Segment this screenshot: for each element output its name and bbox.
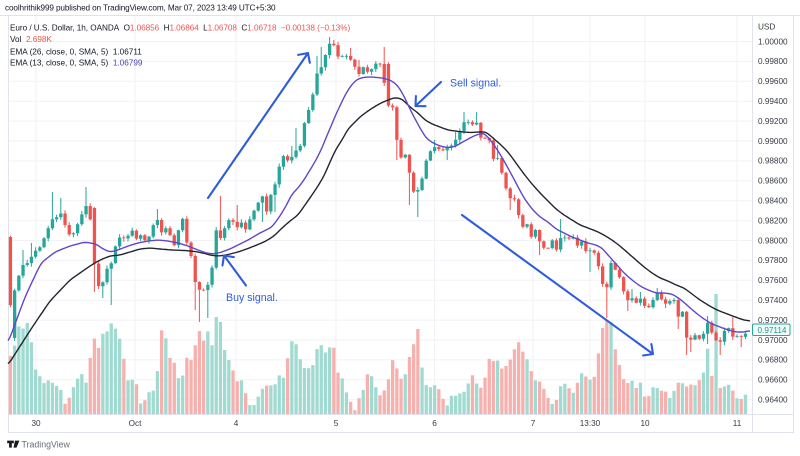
svg-text:Vol 2.698K: Vol 2.698K <box>10 35 52 44</box>
svg-text:0.98800: 0.98800 <box>758 157 788 166</box>
svg-text:7: 7 <box>531 419 536 428</box>
svg-text:TradingView: TradingView <box>22 440 71 450</box>
svg-text:5: 5 <box>334 419 339 428</box>
svg-text:0.99200: 0.99200 <box>758 117 788 126</box>
svg-text:0.97200: 0.97200 <box>758 316 788 325</box>
svg-text:0.97600: 0.97600 <box>758 276 788 285</box>
svg-text:0.98400: 0.98400 <box>758 197 788 206</box>
svg-text:10: 10 <box>640 419 650 428</box>
svg-text:11: 11 <box>733 419 742 428</box>
svg-text:13:30: 13:30 <box>580 419 601 428</box>
svg-text:coolhrithik999 published on Tr: coolhrithik999 published on TradingView.… <box>5 4 276 13</box>
svg-text:6: 6 <box>432 419 437 428</box>
svg-text:Sell signal.: Sell signal. <box>450 78 501 90</box>
svg-text:USD: USD <box>758 23 775 32</box>
svg-text:4: 4 <box>234 419 239 428</box>
svg-text:0.96400: 0.96400 <box>758 396 788 405</box>
svg-text:1.00000: 1.00000 <box>758 37 788 46</box>
svg-text:0.99400: 0.99400 <box>758 97 788 106</box>
svg-text:EMA (13, close, 0, SMA, 5) 1.: EMA (13, close, 0, SMA, 5) 1.06799 <box>10 59 143 68</box>
svg-text:Oct: Oct <box>129 419 142 428</box>
svg-text:0.97400: 0.97400 <box>758 296 788 305</box>
svg-text:0.97800: 0.97800 <box>758 256 788 265</box>
svg-text:0.96800: 0.96800 <box>758 356 788 365</box>
svg-text:0.97114: 0.97114 <box>758 326 787 335</box>
svg-text:EMA (26, close, 0, SMA, 5) 1.: EMA (26, close, 0, SMA, 5) 1.06711 <box>10 47 142 56</box>
svg-text:30: 30 <box>31 419 41 428</box>
svg-text:0.98200: 0.98200 <box>758 216 788 225</box>
svg-text:0.99600: 0.99600 <box>758 77 788 86</box>
svg-text:0.98000: 0.98000 <box>758 236 788 245</box>
svg-text:0.99800: 0.99800 <box>758 57 788 66</box>
svg-text:Euro / U.S. Dollar, 1h, OANDA: Euro / U.S. Dollar, 1h, OANDA O1.06856 H… <box>10 24 350 33</box>
svg-text:0.96600: 0.96600 <box>758 376 788 385</box>
svg-text:0.97000: 0.97000 <box>758 336 788 345</box>
svg-text:0.98600: 0.98600 <box>758 177 788 186</box>
svg-text:0.99000: 0.99000 <box>758 137 788 146</box>
svg-text:Buy signal.: Buy signal. <box>226 292 278 304</box>
